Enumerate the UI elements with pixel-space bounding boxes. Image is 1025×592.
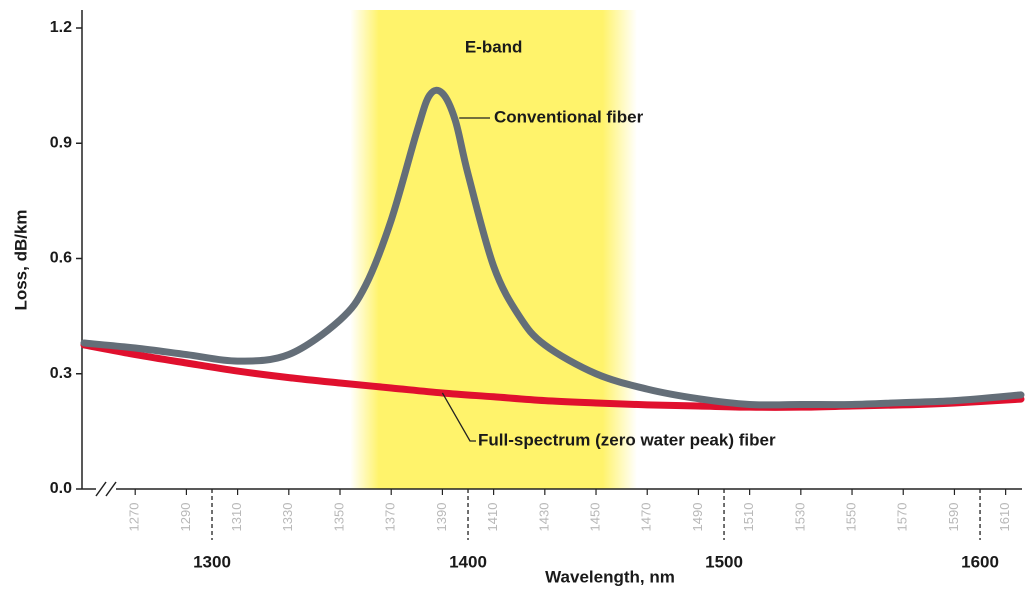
axis-break bbox=[95, 481, 117, 497]
leader bbox=[441, 392, 476, 442]
x-tick-label: 1470 bbox=[639, 503, 654, 532]
y-tick-label: 0.0 bbox=[50, 480, 72, 497]
x-major-label: 1600 bbox=[961, 552, 999, 571]
x-tick-label: 1270 bbox=[127, 503, 142, 532]
y-tick-label: 0.3 bbox=[50, 365, 72, 382]
x-tick-label: 1430 bbox=[536, 503, 551, 532]
x-tick-label: 1570 bbox=[895, 503, 910, 532]
x-tick-label: 1490 bbox=[690, 503, 705, 532]
x-tick-label: 1330 bbox=[280, 503, 295, 532]
x-major-label: 1400 bbox=[449, 552, 487, 571]
x-axis-label: Wavelength, nm bbox=[545, 567, 675, 586]
x-tick-label: 1390 bbox=[434, 503, 449, 532]
band-label: E-band bbox=[465, 37, 523, 56]
series-label: Full-spectrum (zero water peak) fiber bbox=[478, 430, 776, 449]
y-tick-label: 0.9 bbox=[50, 134, 72, 151]
x-tick-label: 1550 bbox=[843, 503, 858, 532]
x-major-label: 1500 bbox=[705, 552, 743, 571]
x-tick-label: 1350 bbox=[331, 503, 346, 532]
y-axis-label: Loss, dB/km bbox=[11, 209, 30, 310]
x-tick-label: 1370 bbox=[383, 503, 398, 532]
x-tick-label: 1610 bbox=[997, 503, 1012, 532]
x-major-label: 1300 bbox=[193, 552, 231, 571]
line bbox=[80, 86, 1025, 409]
e-band bbox=[350, 10, 637, 489]
x-tick-label: 1450 bbox=[587, 503, 602, 532]
x-tick-label: 1530 bbox=[792, 503, 807, 532]
x-tick-label: 1290 bbox=[178, 503, 193, 532]
series-label: Conventional fiber bbox=[494, 107, 644, 126]
x-tick-label: 1590 bbox=[946, 503, 961, 532]
y-tick-label: 1.2 bbox=[50, 19, 72, 36]
x-tick-label: 1410 bbox=[485, 503, 500, 532]
x-tick-label: 1510 bbox=[741, 503, 756, 532]
x-tick-label: 1310 bbox=[229, 503, 244, 532]
y-tick-label: 0.6 bbox=[50, 250, 72, 267]
